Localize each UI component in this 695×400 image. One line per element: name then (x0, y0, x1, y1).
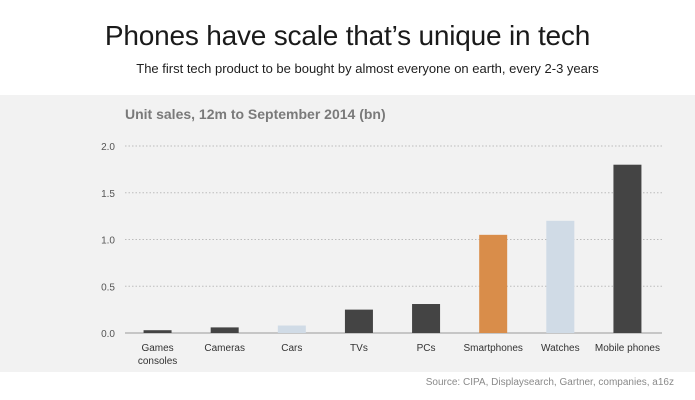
bar (344, 309, 373, 333)
page-title: Phones have scale that’s unique in tech (104, 20, 591, 51)
bar (277, 325, 306, 333)
y-tick-label: 2.0 (101, 142, 115, 153)
bar (546, 220, 575, 333)
bar (143, 330, 172, 333)
x-tick-label: Cameras (204, 343, 245, 354)
y-tick-label: 0.0 (101, 329, 115, 340)
bar (210, 327, 239, 333)
bar (412, 304, 441, 333)
x-tick-label: Watches (541, 343, 580, 354)
chart-title: Unit sales, 12m to September 2014 (bn) (125, 106, 386, 122)
x-tick-label: Mobile phones (595, 343, 660, 354)
bar (479, 234, 508, 333)
x-tick-label: Smartphones (463, 343, 522, 354)
page-subtitle: The first tech product to be bought by a… (136, 61, 599, 76)
source-note: Source: CIPA, Displaysearch, Gartner, co… (425, 377, 674, 388)
x-tick-label: Games (141, 343, 173, 354)
x-tick-label: Cars (281, 343, 302, 354)
x-tick-label: TVs (350, 343, 368, 354)
y-tick-label: 1.0 (101, 236, 115, 247)
x-tick-label: PCs (417, 343, 436, 354)
bar (613, 164, 642, 333)
y-tick-label: 0.5 (101, 282, 115, 293)
x-tick-label: consoles (138, 356, 177, 367)
y-tick-label: 1.5 (101, 189, 115, 200)
header: Phones have scale that’s unique in tech … (0, 0, 695, 95)
